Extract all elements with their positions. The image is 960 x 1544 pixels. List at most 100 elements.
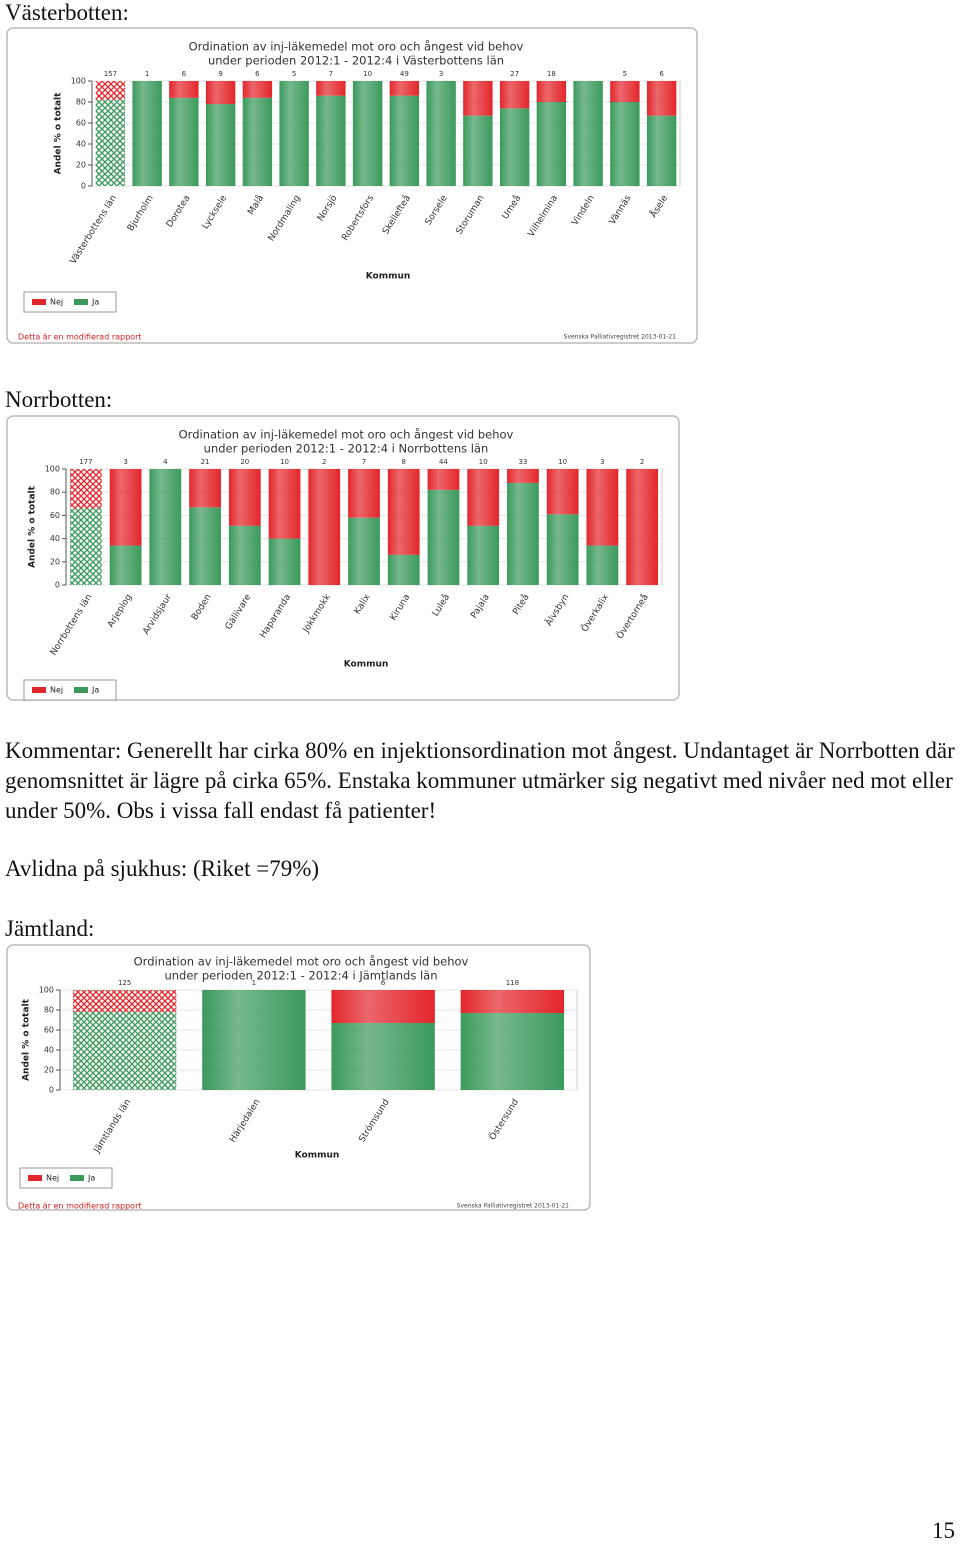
footer-source: Svenska Palliativregistret 2013-01-21 [564,334,677,341]
legend-swatch [28,1175,42,1181]
y-axis-label: Andel % o totalt [54,92,64,175]
count-label: 2 [322,458,326,466]
bar-segment [69,469,102,509]
bar-segment [626,469,659,585]
count-label: 4 [163,458,168,466]
y-tick-label: 100 [71,77,86,86]
count-label: 18 [547,70,556,78]
bar-segment [507,469,539,483]
legend-swatch [74,687,88,693]
bar-segment [109,545,142,585]
bar-segment [536,81,567,102]
y-tick-label: 20 [44,1066,54,1075]
bar-segment [348,469,380,518]
count-label: 27 [510,70,519,78]
bar-segment [316,95,346,186]
bar-segment [69,508,102,585]
bar-segment [316,81,346,96]
count-label: 1 [145,70,149,78]
footer-note: Detta är en modifierad rapport [18,333,142,342]
chart-subtitle: under perioden 2012:1 - 2012:4 i Västerb… [208,54,504,68]
y-tick-label: 20 [50,557,60,566]
count-label: 6 [255,70,260,78]
chart-subtitle: under perioden 2012:1 - 2012:4 i Jämtlan… [164,969,437,983]
bar-segment [205,81,236,105]
bar-segment [646,115,677,186]
bar-segment [463,115,493,186]
bar-segment [268,469,301,539]
bar-segment [279,81,309,186]
count-label: 10 [280,458,289,466]
count-label: 157 [104,70,117,78]
y-tick-label: 40 [44,1046,54,1055]
chart-title: Ordination av inj-läkemedel mot oro och … [189,40,524,54]
count-label: 21 [201,458,210,466]
legend-swatch [32,299,46,305]
x-axis-label: Kommun [344,660,389,670]
y-tick-label: 0 [55,581,60,590]
count-label: 10 [558,458,567,466]
bar-segment [507,482,539,585]
section-heading: Avlidna på sjukhus: (Riket =79%) [5,856,320,881]
chart-title: Ordination av inj-läkemedel mot oro och … [179,428,514,442]
footer-source: Svenska Palliativregistret 2013-01-21 [457,1203,570,1210]
heading: Jämtland: [5,916,95,941]
bar-segment [348,517,380,585]
bar-segment [331,990,435,1023]
y-tick-label: 0 [49,1086,54,1095]
bar-segment [242,81,273,98]
y-tick-label: 60 [76,119,86,128]
count-label: 7 [329,70,333,78]
count-label: 10 [363,70,372,78]
legend-swatch [70,1175,84,1181]
y-tick-label: 40 [50,534,60,543]
count-label: 33 [518,458,527,466]
bar-segment [610,81,640,102]
legend-box [23,291,117,313]
bar-segment [228,469,261,526]
bar-segment [586,469,619,546]
bar-segment [573,81,603,186]
heading: Norrbotten: [5,387,113,412]
y-tick-label: 40 [76,140,86,149]
bar-segment [610,102,640,186]
legend-label: Ja [91,298,99,307]
bar-segment [202,990,306,1090]
bar-segment [426,81,456,186]
legend-swatch [74,299,88,305]
bar-segment [72,1012,177,1090]
y-axis-label: Andel % o totalt [28,485,38,568]
count-label: 3 [123,458,127,466]
chart: Ordination av inj-läkemedel mot oro och … [6,415,680,701]
bar-segment [205,104,236,186]
bar-segment [95,81,126,100]
legend-label: Ja [91,686,99,695]
bar-segment [189,469,221,508]
y-tick-label: 0 [81,182,86,191]
bar-segment [268,538,301,585]
count-label: 118 [506,979,519,987]
bar-segment [389,81,420,96]
bar-segment [646,81,677,116]
count-label: 2 [640,458,644,466]
count-label: 49 [400,70,409,78]
bar-segment [169,81,199,98]
count-label: 125 [118,979,131,987]
bar-segment [331,1023,435,1090]
legend-label: Nej [50,686,63,695]
count-label: 8 [401,458,405,466]
bar-segment [169,97,199,186]
bar-segment [460,1013,565,1090]
bar-segment [387,554,420,585]
y-tick-label: 20 [76,161,86,170]
chart: Ordination av inj-läkemedel mot oro och … [6,944,591,1211]
bar-segment [109,469,142,546]
footer-note: Detta är en modifierad rapport [18,1202,142,1211]
bar-segment [467,469,500,526]
legend-box [23,679,117,701]
count-label: 5 [292,70,296,78]
legend-label: Nej [46,1174,59,1183]
bar-segment [427,469,460,490]
bar-segment [546,514,579,585]
bar-segment [308,469,341,585]
